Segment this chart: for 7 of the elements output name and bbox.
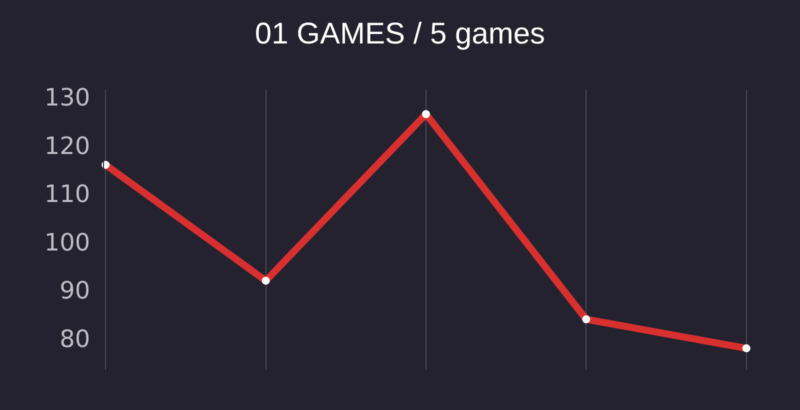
y-tick-label: 110: [44, 180, 90, 208]
y-tick-label: 130: [44, 84, 90, 112]
y-tick-label: 80: [60, 325, 90, 354]
chart-title: 01 GAMES / 5 games: [254, 17, 546, 50]
y-tick-label: 100: [44, 228, 90, 256]
y-tick-label: 120: [44, 132, 90, 160]
y-tick-label: 90: [60, 276, 90, 305]
